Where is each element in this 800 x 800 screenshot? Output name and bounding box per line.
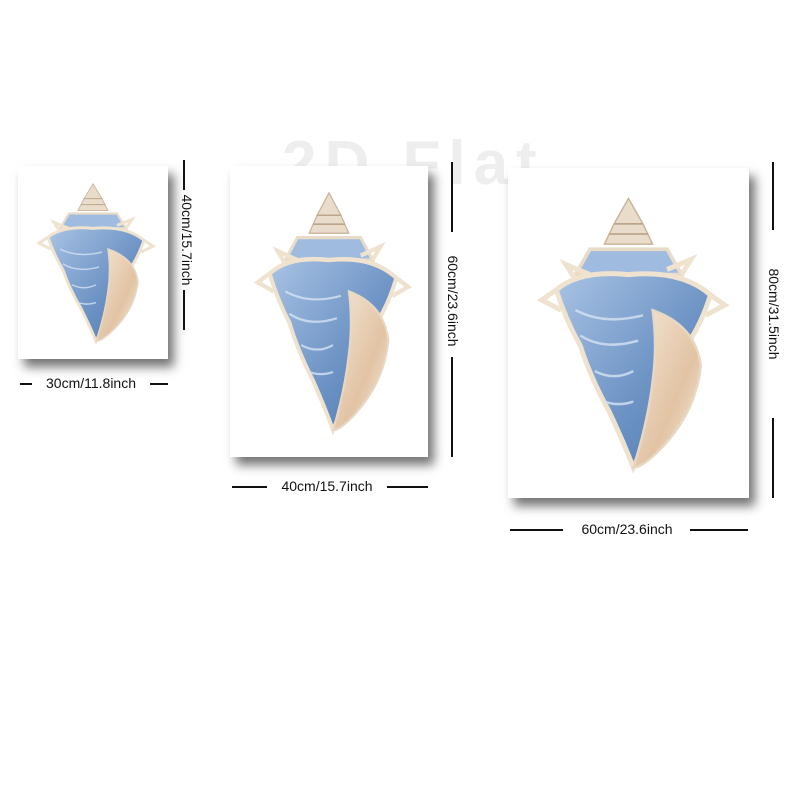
large-width-label: 60cm/23.6inch bbox=[581, 521, 673, 537]
small-height-dimension: 40cm/15.7inch bbox=[176, 160, 195, 370]
seashell-illustration bbox=[230, 166, 428, 457]
medium-height-label: 60cm/23.6inch bbox=[445, 255, 461, 347]
small-width-label: 30cm/11.8inch bbox=[45, 375, 137, 391]
large-height-label: 80cm/31.5inch bbox=[766, 268, 782, 360]
large-canvas-print bbox=[508, 168, 749, 498]
small-width-dimension: 30cm/11.8inch bbox=[20, 375, 170, 391]
medium-width-label: 40cm/15.7inch bbox=[281, 478, 373, 494]
seashell-illustration bbox=[37, 182, 155, 343]
seashell-illustration bbox=[508, 168, 749, 498]
medium-width-dimension: 40cm/15.7inch bbox=[232, 478, 428, 494]
medium-canvas-print bbox=[230, 166, 428, 457]
medium-height-dimension: 60cm/23.6inch bbox=[444, 162, 461, 462]
large-height-dimension: 80cm/31.5inch bbox=[765, 162, 782, 502]
small-canvas-print bbox=[18, 166, 168, 359]
small-height-label: 40cm/15.7inch bbox=[179, 194, 195, 286]
large-width-dimension: 60cm/23.6inch bbox=[510, 521, 748, 537]
